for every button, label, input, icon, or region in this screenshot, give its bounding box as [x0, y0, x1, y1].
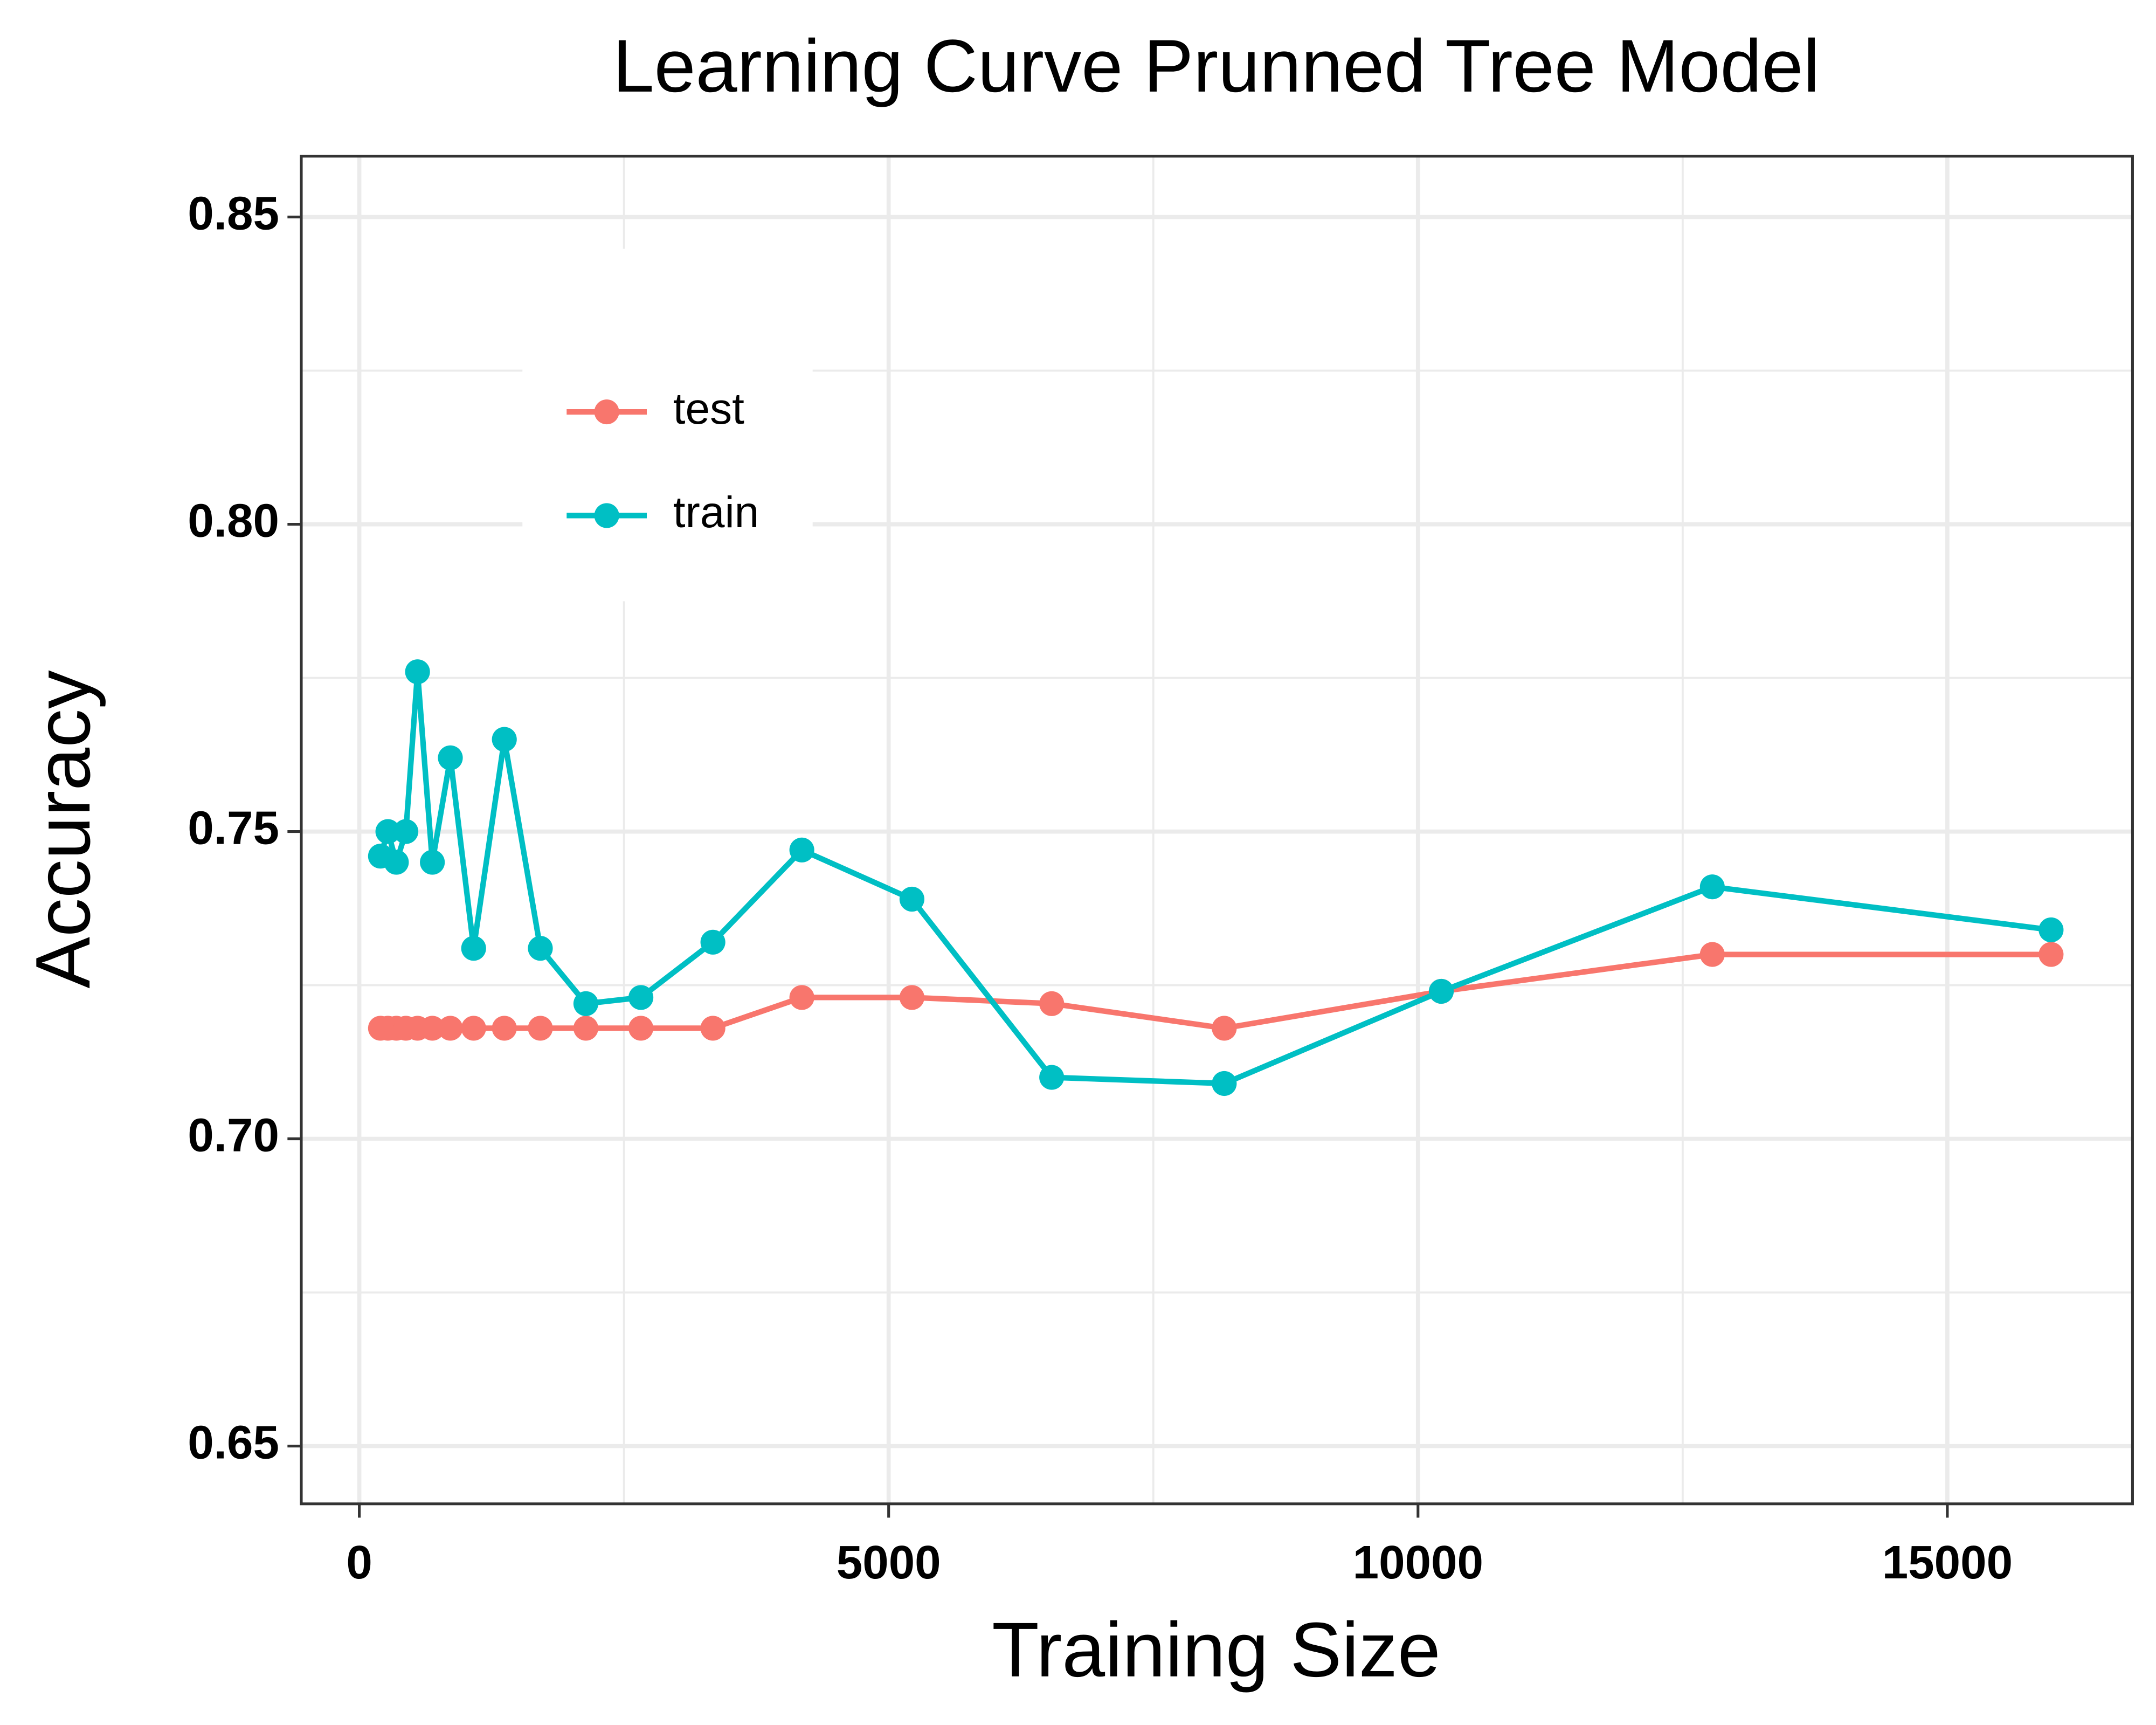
data-point [789, 985, 814, 1010]
data-point [573, 1016, 599, 1041]
plot-area [368, 659, 2064, 1096]
data-point [700, 1016, 725, 1041]
x-axis-title: Training Size [992, 1607, 1441, 1693]
x-tick-label: 0 [346, 1536, 372, 1589]
data-point [492, 1016, 517, 1041]
data-point [1699, 942, 1725, 967]
chart-title: Learning Curve Prunned Tree Model [613, 25, 1820, 108]
data-point [528, 936, 553, 961]
legend-marker [594, 503, 619, 528]
data-point [2038, 917, 2064, 943]
data-point [1039, 1065, 1065, 1090]
data-point [375, 819, 400, 844]
series-line [377, 671, 2052, 1087]
data-point [405, 659, 430, 685]
x-tick-label: 10000 [1353, 1536, 1483, 1589]
data-point [700, 929, 725, 955]
data-point [899, 985, 924, 1010]
y-axis-title: Accuracy [20, 670, 106, 989]
data-point [420, 850, 445, 875]
data-point [1039, 991, 1065, 1016]
data-point [899, 886, 924, 912]
data-point [528, 1016, 553, 1041]
y-tick-label: 0.80 [188, 495, 279, 547]
data-point [1212, 1071, 1237, 1096]
data-point [420, 1016, 445, 1041]
data-point [438, 1016, 463, 1041]
legend-label: test [673, 384, 744, 433]
data-point [1699, 874, 1725, 900]
data-point [1428, 978, 1454, 1004]
legend-label: train [673, 488, 759, 537]
data-point [384, 850, 409, 875]
panel-border [300, 155, 2134, 1506]
grid: 0 5000 10000 15000 0.65 0.70 0.75 0.80 0.85 [188, 156, 2133, 1589]
data-point [628, 1016, 654, 1041]
data-point [393, 819, 419, 844]
legend: test train [522, 249, 813, 602]
y-tick-label: 0.85 [188, 188, 279, 240]
data-point [461, 1016, 486, 1041]
y-tick-label: 0.65 [188, 1417, 279, 1469]
y-tick-label: 0.70 [188, 1109, 279, 1162]
data-point [573, 991, 599, 1016]
x-tick-label: 15000 [1882, 1536, 2013, 1589]
data-point [492, 727, 517, 752]
legend-background [522, 249, 813, 602]
y-tick-label: 0.75 [188, 802, 279, 854]
data-point [1212, 1016, 1237, 1041]
x-tick-label: 5000 [837, 1536, 941, 1589]
data-point [438, 745, 463, 770]
data-point [628, 985, 654, 1010]
legend-marker [594, 399, 619, 425]
data-point [789, 837, 814, 862]
data-point [461, 936, 486, 961]
data-point [2038, 942, 2064, 967]
